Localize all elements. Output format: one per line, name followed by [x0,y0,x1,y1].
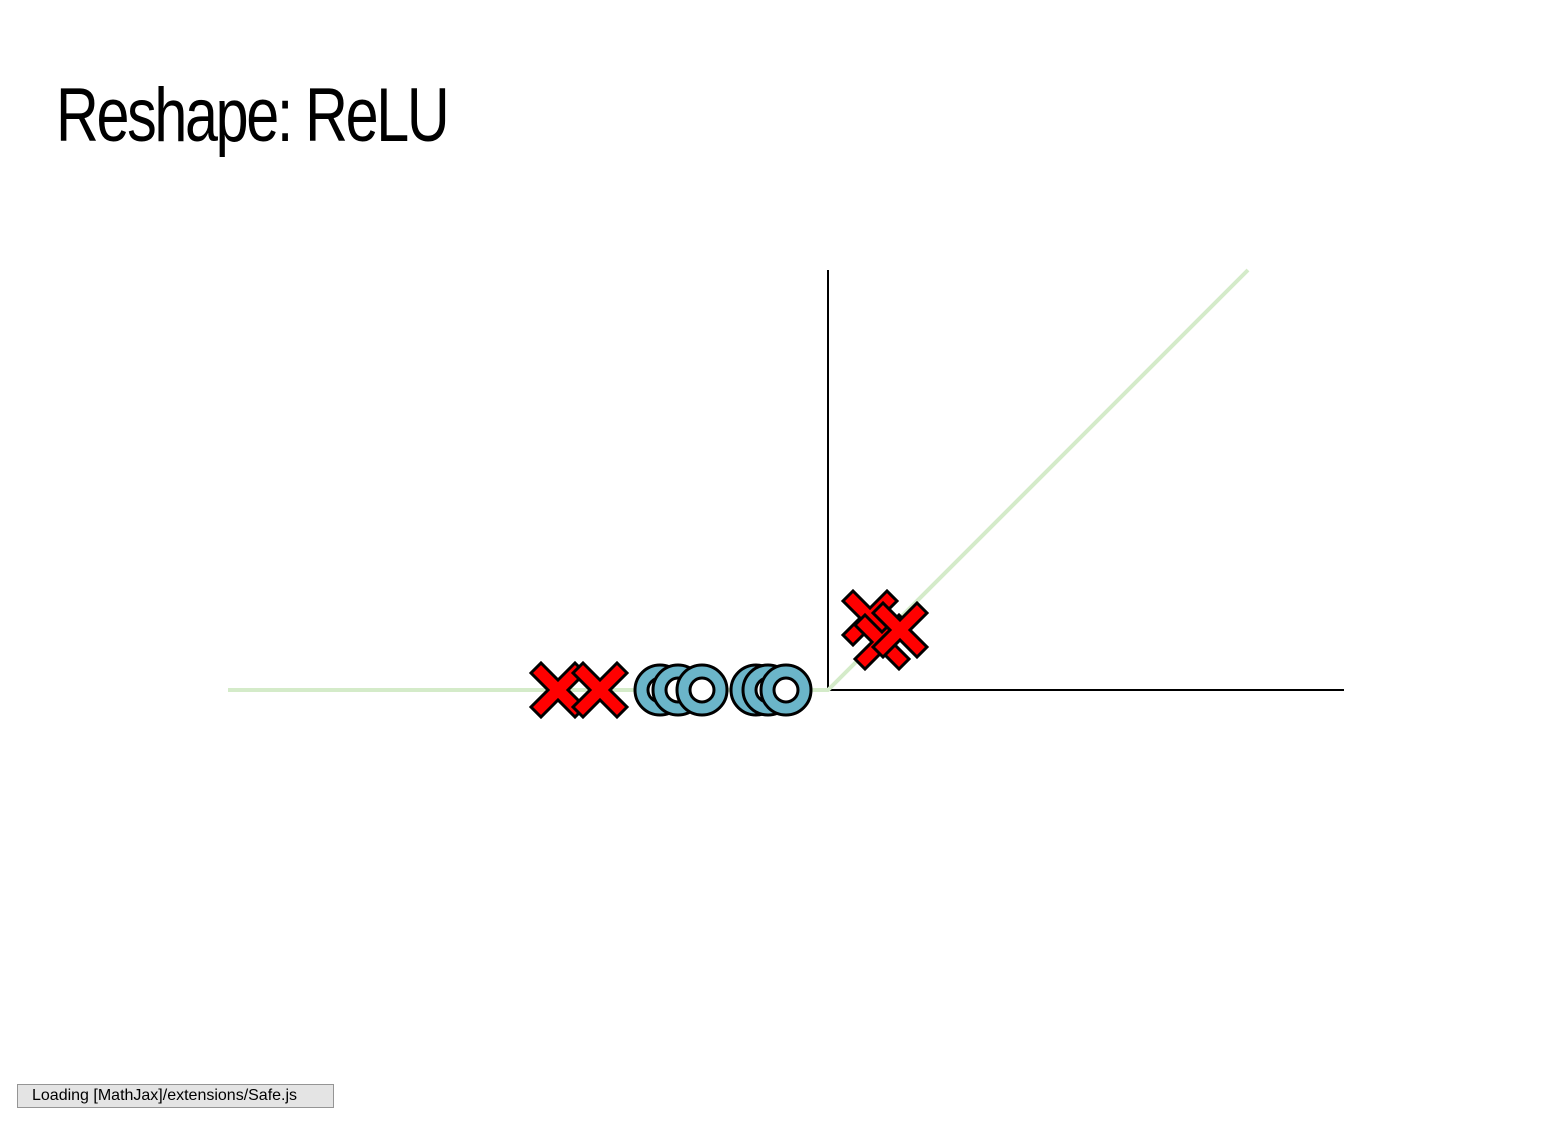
mathjax-loading-status: Loading [MathJax]/extensions/Safe.js [17,1084,334,1108]
cross-marker-2 [570,660,630,720]
cross-marker-5 [870,600,930,660]
circle-marker-6 [759,663,813,717]
relu-line [228,268,1250,692]
markers-layer [528,588,930,720]
circle-marker-3 [675,663,729,717]
slide-title: Reshape: ReLU [56,73,450,158]
